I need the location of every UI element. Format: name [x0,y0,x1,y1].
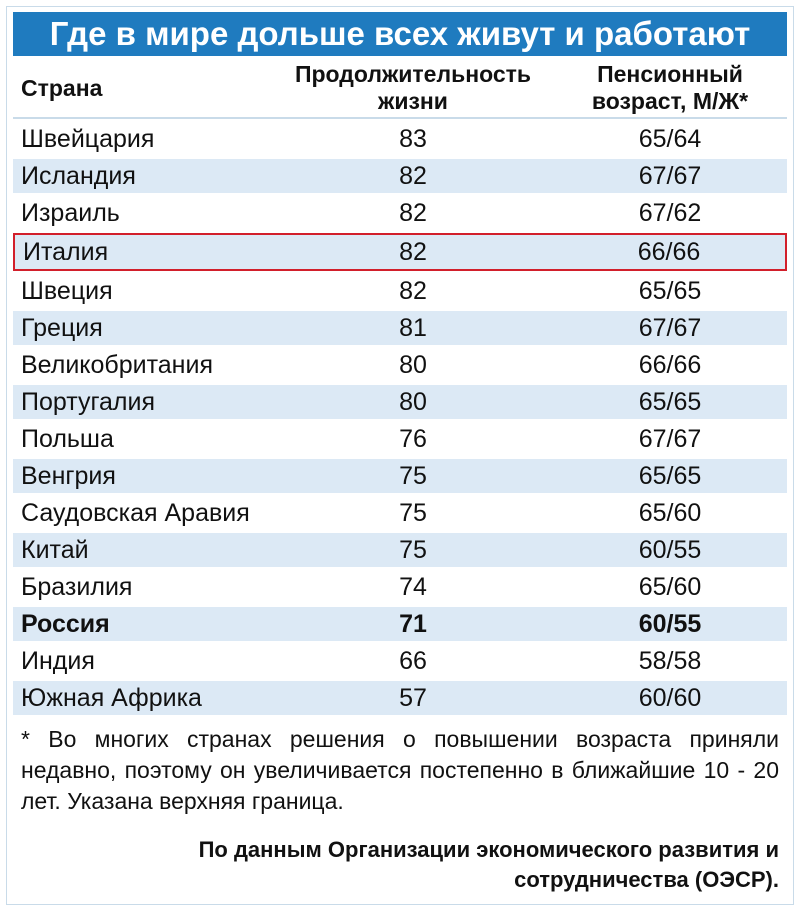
table-cell: Великобритания [21,350,213,379]
table-cell: Китай [13,533,273,567]
table-row: Индия 66 58/58 [13,644,787,678]
table-cell: Польша [21,424,114,453]
table-row: Израиль 82 67/62 [13,196,787,230]
table-cell: Португалия [13,385,273,419]
table-cell: Израиль [21,198,120,227]
table-body: Швейцария 83 65/64 Исландия 82 67/67 Израиль 82… [13,122,787,715]
table-cell: Венгрия [13,459,273,493]
table-cell: 65/64 [638,124,702,153]
table-row: Швеция 82 65/65 [13,274,787,308]
table-row: Польша 76 67/67 [13,422,787,456]
header-row: Страна Продолжительность жизни Пенсионный … [13,59,787,119]
table-row: Южная Африка 57 60/60 [13,681,787,715]
table-cell: 75 [399,498,427,527]
table-cell: 74 [399,572,427,601]
column-header: Продолжительность жизни [273,59,553,119]
source: По данным Организации экономического раз… [198,837,779,892]
table-cell: Исландия [13,159,273,193]
table-row: Бразилия 74 65/60 [13,570,787,604]
table-cell: 65/65 [553,459,787,493]
table-cell: 65/60 [638,498,702,527]
table-row: Великобритания 80 66/66 [13,348,787,382]
table-cell: 66/66 [638,350,702,379]
table-cell: Россия [13,607,273,641]
table-row: Китай 75 60/55 [13,533,787,567]
table: Страна Продолжительность жизни Пенсионный … [13,56,787,718]
table-cell: Бразилия [21,572,133,601]
table-cell: 67/67 [553,159,787,193]
table-cell: Греция [13,311,273,345]
table-cell: 80 [399,350,427,379]
table-cell: Саудовская Аравия [21,498,250,527]
table-cell: 80 [273,385,553,419]
infographic: Где в мире дольше всех живут и работают … [6,6,794,905]
table-cell: Швеция [21,276,113,305]
table-cell: Италия [13,233,273,271]
table-cell: 60/55 [553,607,787,641]
table-cell: 65/60 [638,572,702,601]
table-cell: 81 [273,311,553,345]
table-cell: 82 [399,198,427,227]
table-row: Швейцария 83 65/64 [13,122,787,156]
footnote: * Во многих странах решения о повышении … [21,726,779,814]
table-cell: 76 [399,424,427,453]
title: Где в мире дольше всех живут и работают [13,12,787,56]
table-cell: 60/60 [553,681,787,715]
table-row: Исландия 82 67/67 [13,159,787,193]
table-row: Саудовская Аравия 75 65/60 [13,496,787,530]
column-header: Страна [13,59,273,119]
table-cell: Индия [21,646,95,675]
table-row: Греция 81 67/67 [13,311,787,345]
table-cell: Южная Африка [13,681,273,715]
table-cell: 82 [273,159,553,193]
table-row: Россия 71 60/55 [13,607,787,641]
table-row: Италия 82 66/66 [13,233,787,271]
table-row: Венгрия 75 65/65 [13,459,787,493]
table-cell: 60/55 [553,533,787,567]
table-cell: 57 [273,681,553,715]
table-cell: 65/65 [638,276,702,305]
table-cell: 67/62 [638,198,702,227]
table-cell: 66 [399,646,427,675]
table-cell: 71 [273,607,553,641]
table-cell: 82 [273,233,553,271]
table-cell: 58/58 [638,646,702,675]
table-cell: 65/65 [553,385,787,419]
table-cell: 67/67 [553,311,787,345]
table-row: Португалия 80 65/65 [13,385,787,419]
table-cell: 82 [399,276,427,305]
table-cell: 66/66 [553,233,787,271]
table-cell: 75 [273,459,553,493]
table-cell: Швейцария [21,124,155,153]
table-cell: 83 [399,124,427,153]
table-cell: 67/67 [638,424,702,453]
column-header: Пенсионный возраст, М/Ж* [553,59,787,119]
table-cell: 75 [273,533,553,567]
